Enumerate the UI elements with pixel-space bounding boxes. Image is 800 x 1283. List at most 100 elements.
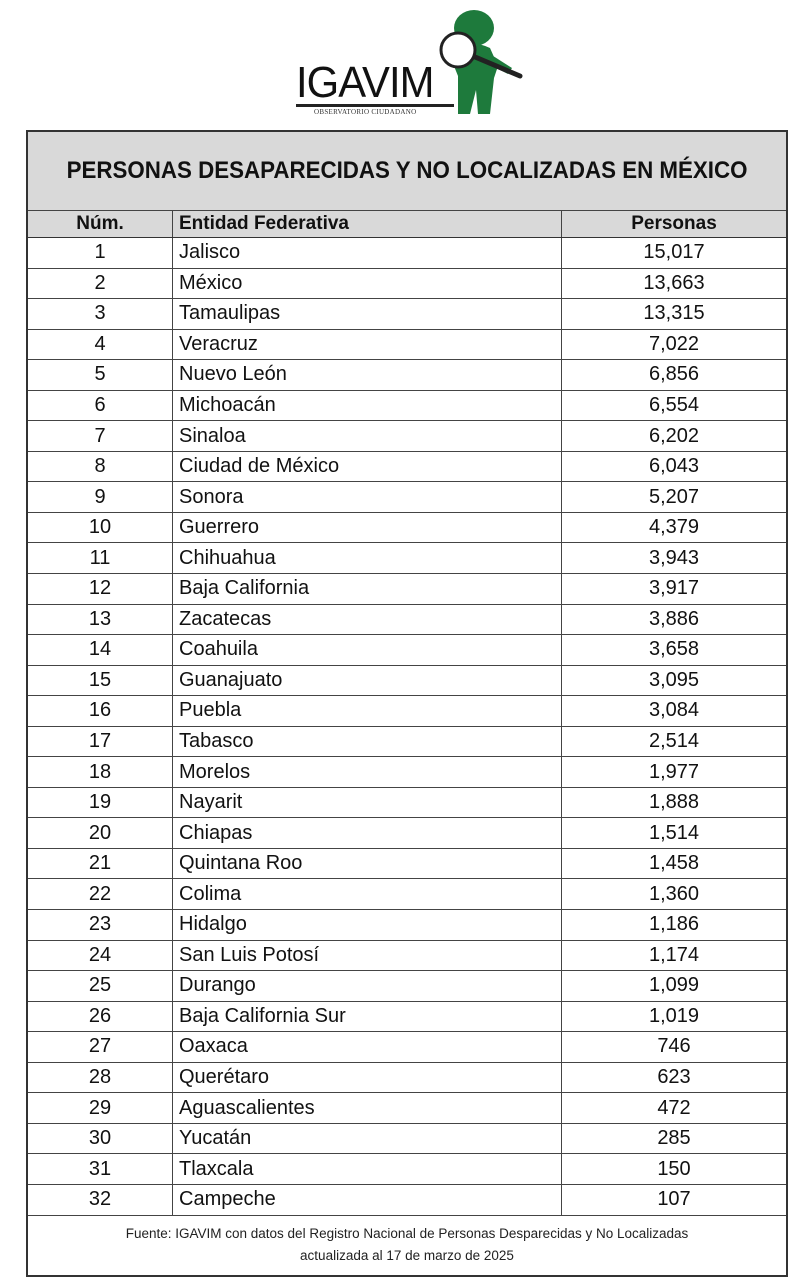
cell-entity: Yucatán [173,1123,562,1154]
table-row: 15 Guanajuato 3,095 [28,665,786,697]
cell-entity: Chiapas [173,818,562,848]
cell-num: 25 [28,971,173,1001]
table-row: 22 Colima 1,360 [28,879,786,911]
cell-num: 14 [28,635,173,665]
cell-num: 7 [28,421,173,451]
cell-people: 15,017 [643,241,705,264]
cell-entity: Quintana Roo [173,848,562,879]
cell-entity: Baja California [173,574,562,604]
cell-people: 1,174 [648,943,700,966]
cell-entity: Campeche [173,1184,562,1215]
table-row: 25 Durango 1,099 [28,971,786,1002]
cell-people: 5,207 [648,485,700,508]
table-row: 21 Quintana Roo 1,458 [28,848,786,880]
cell-entity: Oaxaca [173,1032,562,1062]
cell-people: 3,658 [648,638,700,661]
cell-people: 1,099 [648,974,700,997]
table-row: 31 Tlaxcala 150 [28,1154,786,1185]
cell-num: 13 [28,604,173,635]
table-row: 24 San Luis Potosí 1,174 [28,940,786,972]
cell-num: 2 [28,268,173,299]
table-row: 26 Baja California Sur 1,019 [28,1001,786,1033]
header-people: Personas [631,213,717,234]
header-num: Núm. [28,211,173,237]
table-row: 8 Ciudad de México 6,043 [28,451,786,483]
cell-entity: Veracruz [173,329,562,360]
cell-num: 9 [28,482,173,512]
cell-entity: Colima [173,879,562,910]
cell-num: 15 [28,665,173,696]
cell-entity: Tamaulipas [173,299,562,329]
cell-num: 31 [28,1154,173,1184]
table-row: 9 Sonora 5,207 [28,482,786,513]
cell-num: 17 [28,726,173,757]
cell-entity: Ciudad de México [173,451,562,482]
cell-people: 1,888 [648,791,700,814]
cell-people: 623 [657,1066,691,1089]
table-row: 14 Coahuila 3,658 [28,635,786,666]
table-row: 23 Hidalgo 1,186 [28,910,786,941]
logo-text: IGAVIM [296,58,434,107]
table-row: 32 Campeche 107 [28,1184,786,1216]
logo-underline [296,104,454,107]
table-row: 1 Jalisco 15,017 [28,238,786,269]
cell-people: 1,458 [648,852,700,875]
footer-updated: actualizada al 17 de marzo de 2025 [300,1248,514,1263]
cell-people: 1,514 [648,821,700,844]
cell-people: 7,022 [648,332,700,355]
cell-num: 21 [28,848,173,879]
cell-people: 746 [657,1035,691,1058]
cell-people: 6,202 [648,424,700,447]
missing-persons-table: PERSONAS DESAPARECIDAS Y NO LOCALIZADAS … [26,130,788,1277]
cell-entity: Zacatecas [173,604,562,635]
cell-num: 23 [28,910,173,940]
cell-people: 1,360 [648,882,700,905]
cell-num: 18 [28,757,173,787]
table-row: 17 Tabasco 2,514 [28,726,786,758]
cell-num: 30 [28,1123,173,1154]
table-row: 30 Yucatán 285 [28,1123,786,1155]
table-row: 18 Morelos 1,977 [28,757,786,788]
cell-people: 150 [657,1157,691,1180]
table-body: 1 Jalisco 15,017 2 México 13,663 3 Tamaulipas 13… [28,238,786,1216]
table-row: 16 Puebla 3,084 [28,696,786,727]
cell-num: 3 [28,299,173,329]
table-row: 5 Nuevo León 6,856 [28,360,786,391]
table-row: 29 Aguascalientes 472 [28,1093,786,1124]
cell-entity: Jalisco [173,238,562,268]
cell-entity: Tlaxcala [173,1154,562,1184]
cell-people: 3,943 [648,546,700,569]
cell-entity: Coahuila [173,635,562,665]
table-row: 11 Chihuahua 3,943 [28,543,786,575]
cell-num: 4 [28,329,173,360]
table-row: 12 Baja California 3,917 [28,574,786,605]
cell-num: 5 [28,360,173,390]
table-row: 4 Veracruz 7,022 [28,329,786,361]
cell-people: 13,315 [643,302,705,325]
table-title: PERSONAS DESAPARECIDAS Y NO LOCALIZADAS … [28,132,786,211]
cell-entity: Sinaloa [173,421,562,451]
cell-entity: Nayarit [173,787,562,818]
logo-subtitle: OBSERVATORIO CIUDADANO [314,108,417,116]
cell-num: 29 [28,1093,173,1123]
cell-people: 3,886 [648,607,700,630]
cell-num: 8 [28,451,173,482]
magnifier-figure-icon [439,10,523,114]
cell-entity: Guanajuato [173,665,562,696]
cell-num: 12 [28,574,173,604]
cell-people: 1,019 [648,1004,700,1027]
table-row: 3 Tamaulipas 13,315 [28,299,786,330]
cell-entity: Tabasco [173,726,562,757]
cell-people: 3,917 [648,577,700,600]
cell-people: 1,186 [648,913,700,936]
igavim-logo: IGAVIM OBSERVATORIO CIUDADANO [292,6,532,118]
cell-entity: Baja California Sur [173,1001,562,1032]
cell-num: 20 [28,818,173,848]
cell-people: 6,554 [648,394,700,416]
cell-num: 22 [28,879,173,910]
table-row: 13 Zacatecas 3,886 [28,604,786,636]
table-row: 7 Sinaloa 6,202 [28,421,786,452]
cell-entity: Hidalgo [173,910,562,940]
table-row: 19 Nayarit 1,888 [28,787,786,819]
table-row: 2 México 13,663 [28,268,786,300]
